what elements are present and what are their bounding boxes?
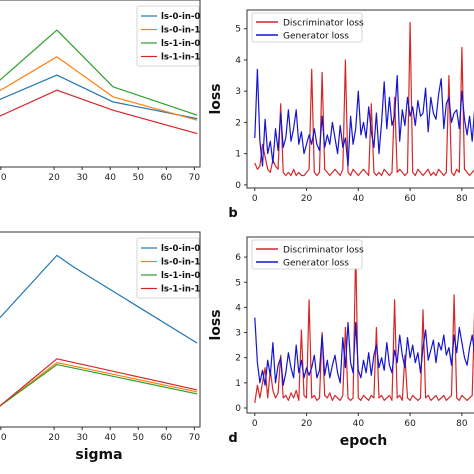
x-tick-label-c-3: 40 <box>104 433 116 443</box>
legend-label-c-0: ls-0-in-0 <box>161 244 200 254</box>
x-tick-label-d-0: 0 <box>252 419 258 429</box>
x-tick-label-c-1: 20 <box>48 433 60 443</box>
series-line-b-0 <box>254 21 474 177</box>
x-tick-label-a-3: 40 <box>104 173 116 183</box>
plot-area-d <box>254 246 474 403</box>
legend-label-d-0: Discriminator loss <box>283 246 364 256</box>
x-tick-label-a-4: 50 <box>133 173 145 183</box>
legend-label-a-2: ls-1-in-0 <box>161 39 200 49</box>
axes-frame-d <box>246 236 474 414</box>
y-axis-label-b: loss <box>208 83 224 114</box>
legend-box-b <box>251 12 363 43</box>
legend-label-d-1: Generator loss <box>283 259 349 269</box>
x-tick-label-b-4: 80 <box>456 194 468 204</box>
x-tick-label-c-2: 30 <box>76 433 88 443</box>
y-tick-label-d-3: 3 <box>235 329 241 339</box>
x-tick-label-d-2: 40 <box>353 419 365 429</box>
series-line-c-0 <box>0 254 198 344</box>
y-tick-label-d-6: 6 <box>235 253 241 263</box>
x-tick-label-a-0: 10 <box>0 173 7 183</box>
x-tick-label-c-5: 60 <box>161 433 173 443</box>
x-tick-label-a-5: 60 <box>161 173 173 183</box>
panel-label-d: d <box>228 431 237 446</box>
legend-label-a-3: ls-1-in-1 <box>161 53 200 63</box>
x-tick-label-a-1: 20 <box>48 173 60 183</box>
y-tick-label-b-5: 5 <box>235 25 241 35</box>
x-tick-label-a-6: 70 <box>189 173 201 183</box>
x-axis-label-c: sigma <box>75 447 122 463</box>
legend-label-c-1: ls-0-in-1 <box>161 258 200 268</box>
y-tick-label-d-4: 4 <box>235 303 241 313</box>
series-line-a-0 <box>0 74 198 120</box>
y-tick-label-b-4: 4 <box>235 56 241 66</box>
legend-label-a-1: ls-0-in-1 <box>161 26 200 36</box>
legend-box-a <box>136 5 200 67</box>
plot-area-c <box>0 254 198 407</box>
x-tick-label-b-3: 60 <box>404 194 416 204</box>
y-tick-label-d-1: 1 <box>235 379 241 389</box>
y-tick-label-b-2: 2 <box>235 118 241 128</box>
y-tick-label-d-2: 2 <box>235 354 241 364</box>
y-tick-label-b-0: 0 <box>235 181 241 191</box>
series-line-c-2 <box>0 364 198 407</box>
legend-label-b-1: Generator loss <box>283 32 349 42</box>
axes-frame-b <box>246 9 474 189</box>
series-line-c-3 <box>0 358 198 407</box>
panel-label-b: b <box>228 206 237 221</box>
y-tick-label-b-1: 1 <box>235 150 241 160</box>
legend-label-c-3: ls-1-in-1 <box>161 285 200 295</box>
series-line-d-0 <box>254 246 474 403</box>
legend-box-d <box>251 239 363 270</box>
series-line-d-1 <box>254 317 474 386</box>
x-tick-label-a-2: 30 <box>76 173 88 183</box>
legend-box-c <box>136 237 200 299</box>
series-line-a-3 <box>0 89 198 135</box>
x-tick-label-b-1: 20 <box>301 194 313 204</box>
x-tick-label-b-2: 40 <box>353 194 365 204</box>
x-tick-label-c-0: 10 <box>0 433 7 443</box>
axes-frame-a <box>0 0 201 168</box>
series-line-a-2 <box>0 29 198 116</box>
y-axis-label-d: loss <box>208 309 224 340</box>
plot-area-b <box>254 21 474 177</box>
y-tick-label-d-0: 0 <box>235 404 241 414</box>
legend-label-c-2: ls-1-in-0 <box>161 271 200 281</box>
x-tick-label-d-4: 80 <box>456 419 468 429</box>
x-tick-label-c-4: 50 <box>133 433 145 443</box>
legend-label-b-0: Discriminator loss <box>283 19 364 29</box>
x-tick-label-d-1: 20 <box>301 419 313 429</box>
series-line-a-1 <box>0 56 198 121</box>
x-axis-label-d: epoch <box>340 433 387 449</box>
y-tick-label-d-5: 5 <box>235 278 241 288</box>
series-line-b-1 <box>254 68 474 167</box>
plot-area-a <box>0 29 198 135</box>
x-tick-label-b-0: 0 <box>252 194 258 204</box>
x-tick-label-d-3: 60 <box>404 419 416 429</box>
y-tick-label-b-3: 3 <box>235 87 241 97</box>
legend-label-a-0: ls-0-in-0 <box>161 12 200 22</box>
x-tick-label-c-6: 70 <box>189 433 201 443</box>
axes-frame-c <box>0 231 201 428</box>
